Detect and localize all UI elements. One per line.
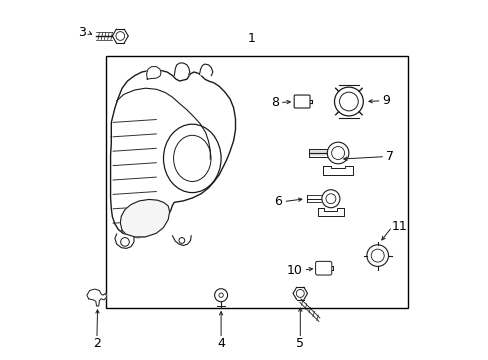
- Text: 8: 8: [270, 96, 278, 109]
- Polygon shape: [115, 234, 134, 248]
- Text: 6: 6: [274, 195, 282, 208]
- Text: 2: 2: [93, 337, 101, 350]
- Polygon shape: [146, 67, 161, 79]
- Text: 11: 11: [390, 220, 407, 233]
- Text: 7: 7: [385, 150, 393, 163]
- FancyBboxPatch shape: [315, 261, 331, 275]
- Polygon shape: [172, 236, 191, 246]
- Polygon shape: [120, 199, 169, 237]
- Polygon shape: [87, 289, 106, 306]
- Bar: [106, 56, 407, 308]
- Text: 4: 4: [217, 337, 224, 350]
- Text: 3: 3: [78, 26, 86, 39]
- Polygon shape: [318, 208, 343, 216]
- Polygon shape: [322, 166, 352, 175]
- Polygon shape: [199, 64, 212, 76]
- Text: 1: 1: [247, 32, 255, 45]
- Text: 10: 10: [285, 264, 302, 276]
- FancyBboxPatch shape: [294, 95, 309, 108]
- Text: 9: 9: [382, 94, 389, 107]
- Polygon shape: [110, 70, 235, 238]
- Text: 5: 5: [296, 337, 304, 350]
- Polygon shape: [174, 63, 189, 76]
